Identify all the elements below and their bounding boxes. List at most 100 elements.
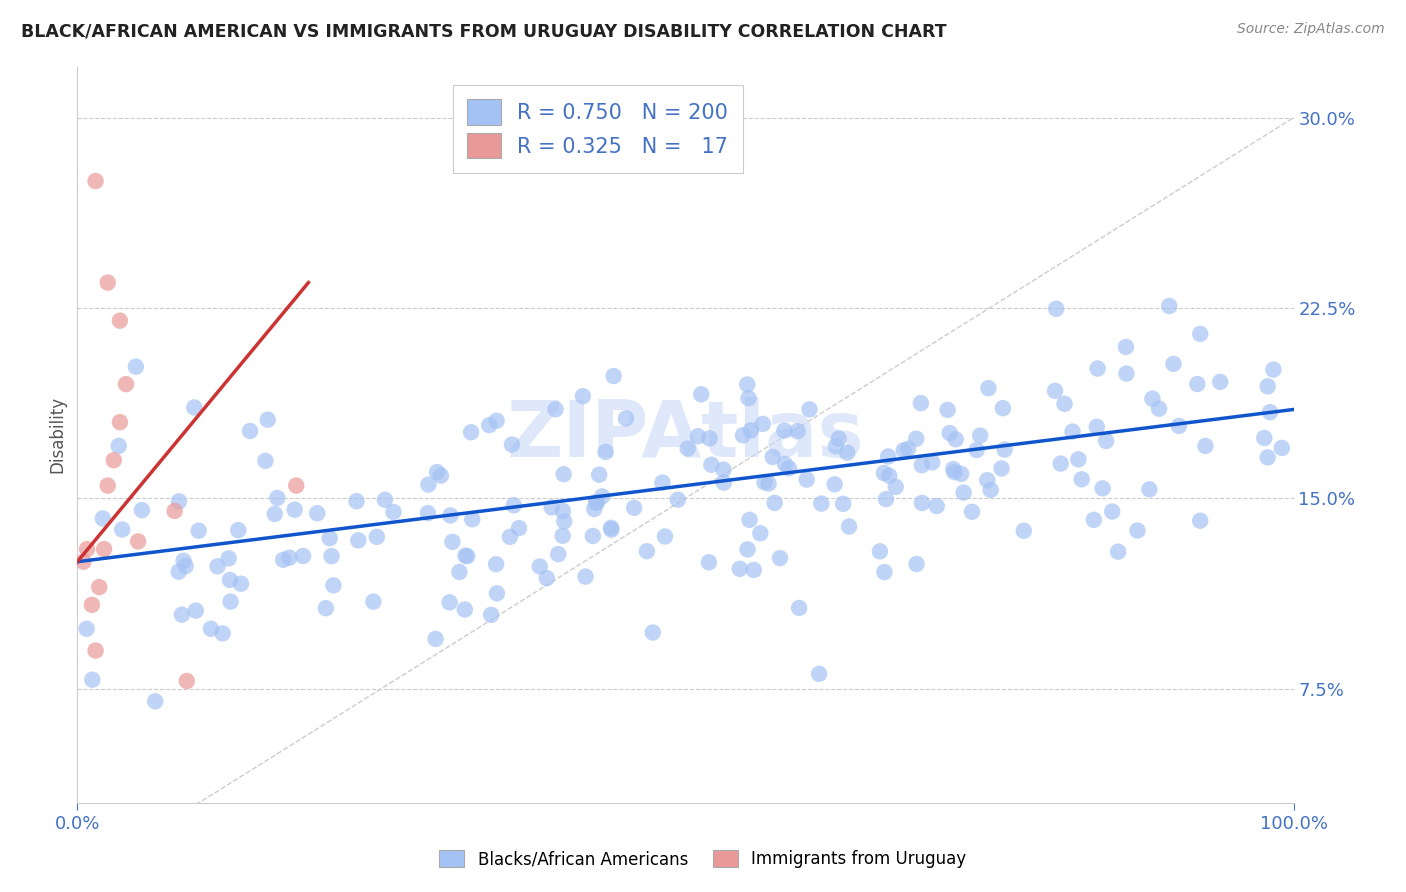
Point [107,439,129,453]
Point [910,396,932,410]
Point [1115,340,1137,354]
Point [76,542,98,557]
Point [125,359,148,374]
Point [1083,513,1105,527]
Point [84,643,107,657]
Point [485,414,508,428]
Point [1126,524,1149,538]
Point [742,563,765,577]
Text: ZIPAtlas: ZIPAtlas [506,397,865,473]
Point [374,492,396,507]
Point [218,551,240,566]
Point [786,424,808,438]
Point [536,571,558,585]
Point [184,604,207,618]
Point [1159,299,1181,313]
Point [547,547,569,561]
Point [1101,504,1123,518]
Point [439,595,461,609]
Point [347,533,370,548]
Point [796,473,818,487]
Point [600,521,623,535]
Point [1012,524,1035,538]
Point [877,450,900,464]
Point [832,497,855,511]
Point [585,495,607,509]
Point [76,622,98,636]
Point [1147,401,1170,416]
Point [574,569,596,583]
Point [945,432,967,446]
Point [501,437,523,451]
Point [478,418,501,433]
Point [1070,472,1092,486]
Point [271,553,294,567]
Point [911,458,934,473]
Point [921,455,943,469]
Point [905,432,928,446]
Point [176,673,198,688]
Point [600,523,623,537]
Point [346,494,368,508]
Point [636,544,658,558]
Point [529,559,551,574]
Point [1095,434,1118,448]
Point [875,492,897,507]
Point [1049,457,1071,471]
Point [960,505,983,519]
Point [728,562,751,576]
Point [990,461,1012,475]
Point [418,477,440,491]
Point [502,498,524,512]
Point [321,549,343,563]
Point [763,496,786,510]
Point [911,496,934,510]
Point [284,502,307,516]
Point [82,673,104,687]
Point [1209,375,1232,389]
Point [551,529,574,543]
Point [1137,483,1160,497]
Point [187,524,209,538]
Point [936,403,959,417]
Point [869,544,891,558]
Point [1062,425,1084,439]
Point [1167,419,1189,434]
Point [508,521,530,535]
Legend: Blacks/African Americans, Immigrants from Uruguay: Blacks/African Americans, Immigrants fro… [433,843,973,875]
Point [966,442,988,457]
Point [553,514,575,528]
Point [89,580,111,594]
Point [115,377,138,392]
Point [363,594,385,608]
Point [697,555,720,569]
Point [553,467,575,482]
Point [256,413,278,427]
Point [905,557,928,571]
Point [1067,452,1090,467]
Point [1142,392,1164,406]
Point [773,424,796,438]
Point [824,439,846,453]
Point [499,530,522,544]
Point [773,457,796,471]
Point [595,445,617,459]
Point [454,549,477,563]
Point [752,417,775,431]
Point [207,559,229,574]
Point [1115,367,1137,381]
Point [641,625,664,640]
Point [263,507,285,521]
Point [824,477,846,491]
Point [749,526,772,541]
Point [713,475,735,490]
Point [108,415,131,429]
Point [219,573,242,587]
Point [943,465,966,479]
Point [285,478,308,492]
Point [551,504,574,518]
Point [111,523,134,537]
Y-axis label: Disability: Disability [48,396,66,474]
Point [1257,450,1279,465]
Point [591,490,613,504]
